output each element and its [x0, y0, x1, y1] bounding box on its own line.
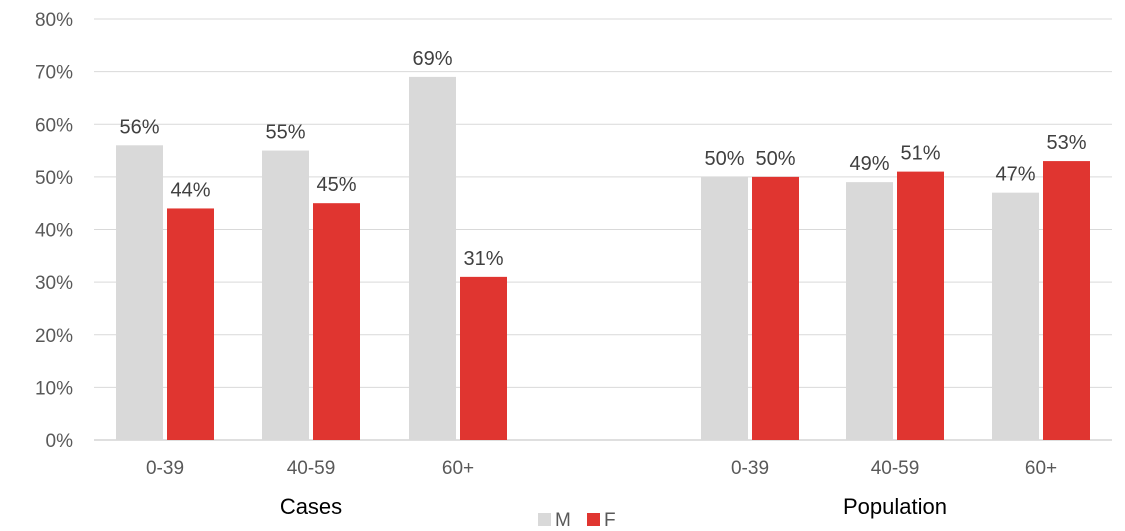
bar-f	[167, 208, 214, 440]
category-label: 60+	[442, 458, 474, 479]
data-label: 31%	[463, 248, 503, 270]
data-label: 53%	[1046, 132, 1086, 154]
data-label: 49%	[849, 153, 889, 175]
bar-m	[846, 182, 893, 440]
data-label: 44%	[170, 179, 210, 201]
data-labels: 56% 44% 55% 45% 69% 31% 50% 50% 49% 51% 47% 53%	[119, 48, 1086, 270]
y-tick-label: 60%	[35, 115, 73, 136]
category-label: 40-59	[287, 458, 336, 479]
bars	[116, 76, 1090, 441]
group-label: Population	[843, 494, 947, 519]
bar-f	[752, 176, 799, 440]
bar-f	[313, 203, 360, 440]
bar-m	[116, 145, 163, 441]
legend-label-m: M	[555, 510, 571, 531]
bar-f	[1043, 161, 1090, 440]
y-tick-label: 50%	[35, 168, 73, 189]
y-tick-label: 40%	[35, 221, 73, 242]
data-label: 50%	[755, 148, 795, 170]
data-label: 51%	[900, 143, 940, 165]
category-label: 0-39	[146, 458, 184, 479]
data-label: 56%	[119, 116, 159, 138]
y-tick-label: 80%	[35, 10, 73, 31]
legend-swatch-f	[587, 513, 600, 526]
group-label: Cases	[280, 494, 342, 519]
y-tick-label: 10%	[35, 378, 73, 399]
y-tick-label: 20%	[35, 326, 73, 347]
gridlines	[94, 18, 1112, 441]
bar-m	[992, 192, 1039, 440]
bar-f	[897, 171, 944, 441]
category-label: 0-39	[731, 458, 769, 479]
category-label: 60+	[1025, 458, 1057, 479]
bar-m	[701, 176, 748, 440]
bar-m	[409, 76, 456, 440]
group-labels: Cases Population	[280, 494, 947, 519]
legend-swatch-m	[538, 513, 551, 526]
bar-f	[460, 276, 507, 440]
data-label: 69%	[412, 48, 452, 70]
data-label: 45%	[316, 174, 356, 196]
data-label: 50%	[704, 148, 744, 170]
bar-m	[262, 150, 309, 440]
category-labels: 0-39 40-59 60+ 0-39 40-59 60+	[146, 458, 1057, 479]
legend-label-f: F	[604, 510, 616, 531]
category-label: 40-59	[871, 458, 920, 479]
y-tick-label: 70%	[35, 63, 73, 84]
legend: M F	[538, 510, 616, 531]
y-tick-label: 0%	[46, 431, 74, 452]
y-tick-label: 30%	[35, 273, 73, 294]
data-label: 55%	[265, 122, 305, 144]
y-axis-tick-labels: 0% 10% 20% 30% 40% 50% 60% 70% 80%	[35, 10, 73, 452]
data-label: 47%	[995, 164, 1035, 186]
